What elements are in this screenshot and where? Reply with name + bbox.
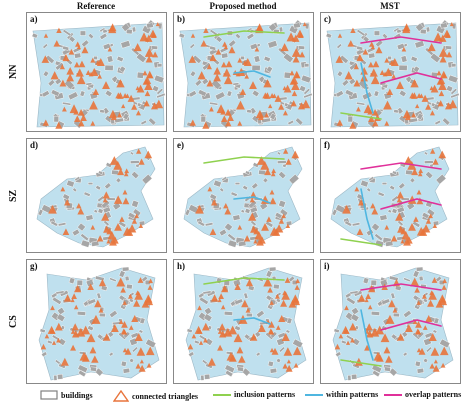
legend-label: overlap patterns xyxy=(405,390,462,399)
row-label-sz: SZ xyxy=(8,189,19,202)
legend-item-buildings: buildings xyxy=(40,390,93,400)
panel-i: i) xyxy=(320,259,461,384)
legend-item-overlap-patterns: overlap patterns xyxy=(384,390,461,399)
overlap-line-icon xyxy=(384,393,402,396)
column-title-proposed-method: Proposed method xyxy=(209,1,277,11)
panel-label: b) xyxy=(177,14,186,24)
legend-label: buildings xyxy=(61,390,93,400)
cs-triangulation-map xyxy=(332,266,454,381)
cs-triangulation-map xyxy=(185,266,307,381)
legend: buildings connected triangles inclusion … xyxy=(0,386,474,406)
column-title-mst: MST xyxy=(380,1,400,11)
column-title-reference: Reference xyxy=(76,1,116,11)
panel-g: g) xyxy=(26,259,167,384)
nn-triangulation-map xyxy=(325,19,460,129)
panel-d: d) xyxy=(26,138,167,253)
row-label-cs: CS xyxy=(8,315,19,328)
legend-label: inclusion patterns xyxy=(234,390,296,399)
legend-label: connected triangles xyxy=(132,391,198,401)
sz-triangulation-map xyxy=(36,146,156,248)
nn-triangulation-map xyxy=(178,19,313,129)
panel-label: h) xyxy=(177,261,186,271)
legend-item-inclusion-patterns: inclusion patterns xyxy=(213,390,295,399)
cs-triangulation-map xyxy=(38,266,160,381)
sz-triangulation-map xyxy=(183,146,303,248)
legend-label: within patterns xyxy=(326,390,379,399)
legend-item-connected-triangles: connected triangles xyxy=(113,390,198,402)
panel-c: c) xyxy=(320,12,461,132)
nn-triangulation-map xyxy=(31,19,166,129)
panel-label: e) xyxy=(177,140,184,150)
panel-e: e) xyxy=(173,138,314,253)
panel-h: h) xyxy=(173,259,314,384)
panel-label: d) xyxy=(30,140,39,150)
sz-triangulation-map xyxy=(330,146,450,248)
panel-label: a) xyxy=(30,14,38,24)
panel-a: a) xyxy=(26,12,167,132)
panel-label: g) xyxy=(30,261,38,271)
panel-f: f) xyxy=(320,138,461,253)
panel-label: c) xyxy=(324,14,331,24)
panel-label: f) xyxy=(324,140,330,150)
row-label-nn: NN xyxy=(8,64,19,80)
inclusion-line-icon xyxy=(213,393,231,396)
building-swatch-icon xyxy=(40,390,58,400)
triangle-swatch-icon xyxy=(113,390,129,402)
legend-item-within-patterns: within patterns xyxy=(305,390,378,399)
within-line-icon xyxy=(305,393,323,396)
panel-label: i) xyxy=(324,261,330,271)
panel-b: b) xyxy=(173,12,314,132)
